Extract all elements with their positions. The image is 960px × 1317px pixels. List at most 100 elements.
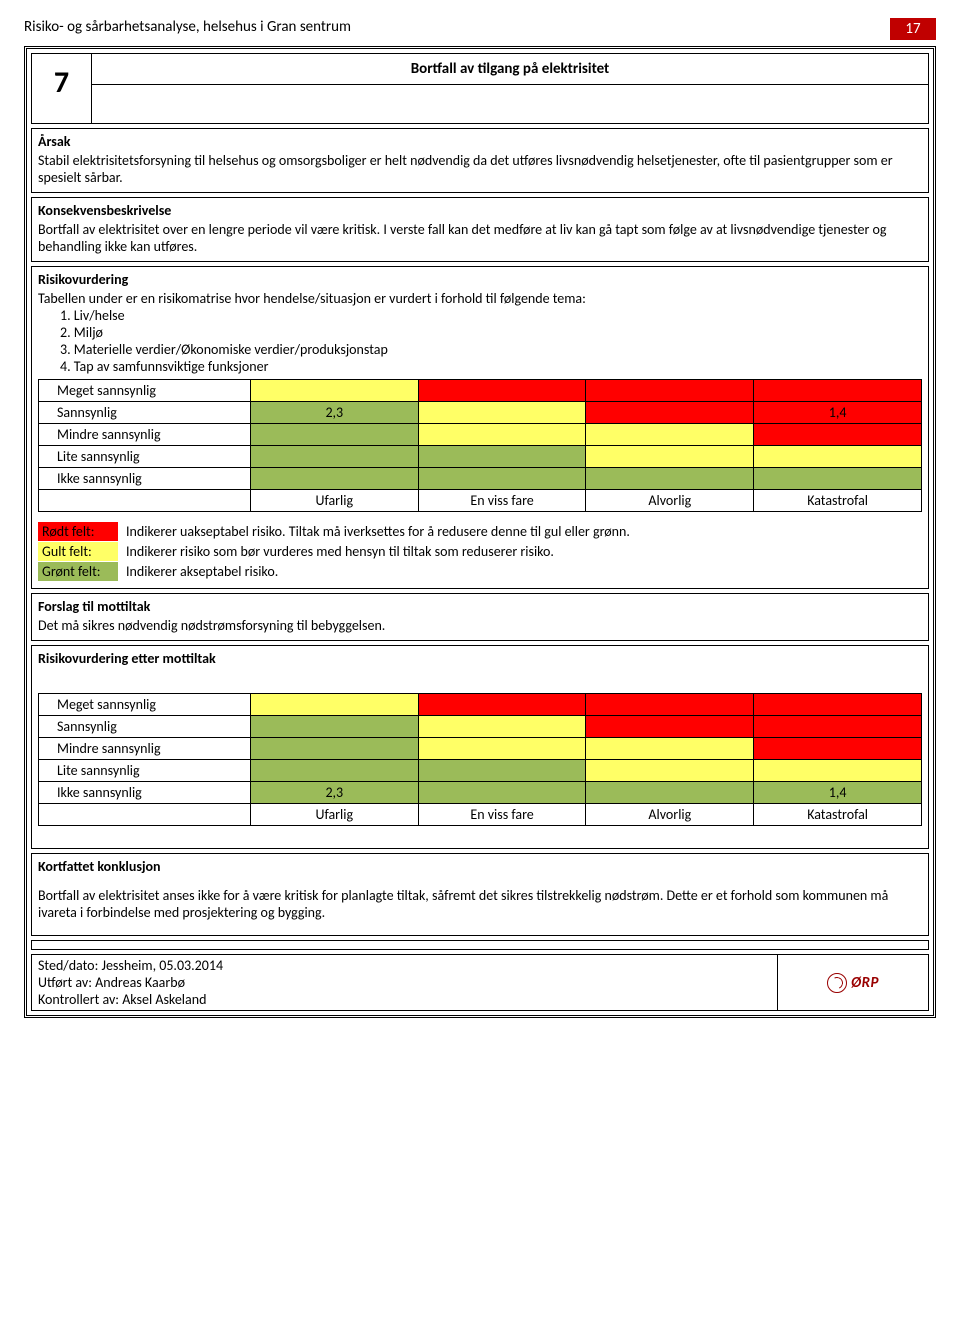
logo: ØRP (827, 973, 879, 993)
matrix-cell (586, 468, 754, 490)
matrix-cell (250, 738, 418, 760)
footer-utfort: Utført av: Andreas Kaarbø (38, 974, 771, 991)
konsekvens-heading: Konsekvensbeskrivelse (38, 202, 922, 219)
list-item: 4. Tap av samfunnsviktige funksjoner (60, 358, 922, 375)
matrix-row-label: Ikke sannsynlig (39, 782, 251, 804)
matrix-col-label: Alvorlig (586, 490, 754, 512)
logo-icon (827, 973, 847, 993)
forslag-heading: Forslag til mottiltak (38, 598, 922, 615)
matrix-cell: 2,3 (250, 402, 418, 424)
legend-swatch-yellow: Gult felt: (38, 542, 118, 561)
risiko-list: 1. Liv/helse 2. Miljø 3. Materielle verd… (38, 307, 922, 375)
risk-matrix-after: Meget sannsynligSannsynligMindre sannsyn… (38, 693, 922, 826)
footer-sted: Sted/dato: Jessheim, 05.03.2014 (38, 957, 771, 974)
section-title: Bortfall av tilgang på elektrisitet (92, 54, 928, 85)
matrix-cell (586, 738, 754, 760)
matrix-cell (586, 424, 754, 446)
spacer-block (31, 940, 929, 950)
matrix-cell (586, 782, 754, 804)
matrix-row-label: Lite sannsynlig (39, 446, 251, 468)
matrix-col-label: Katastrofal (754, 490, 922, 512)
matrix-cell (586, 760, 754, 782)
matrix-cell (586, 716, 754, 738)
matrix-row-label: Sannsynlig (39, 716, 251, 738)
page: Risiko- og sårbarhetsanalyse, helsehus i… (0, 0, 960, 1028)
matrix-col-label: Ufarlig (250, 804, 418, 826)
footer-meta: Sted/dato: Jessheim, 05.03.2014 Utført a… (32, 955, 778, 1010)
page-number-badge: 17 (890, 18, 936, 40)
footer-logo-cell: ØRP (778, 955, 928, 1010)
content-frame: 7 Bortfall av tilgang på elektrisitet År… (24, 46, 936, 1018)
list-item: 3. Materielle verdier/Økonomiske verdier… (60, 341, 922, 358)
matrix-cell (250, 380, 418, 402)
matrix-cell (754, 738, 922, 760)
arsak-block: Årsak Stabil elektrisitetsforsyning til … (31, 128, 929, 193)
matrix-row-label: Lite sannsynlig (39, 760, 251, 782)
legend-row-red: Rødt felt: Indikerer uakseptabel risiko.… (38, 522, 922, 541)
arsak-heading: Årsak (38, 133, 922, 150)
etter-block: Risikovurdering etter mottiltak Meget sa… (31, 645, 929, 849)
matrix-cell: 2,3 (250, 782, 418, 804)
matrix-cell (418, 402, 586, 424)
arsak-text: Stabil elektrisitetsforsyning til helseh… (38, 152, 922, 186)
matrix-cell (418, 424, 586, 446)
section-header: 7 Bortfall av tilgang på elektrisitet (31, 53, 929, 124)
doc-title: Risiko- og sårbarhetsanalyse, helsehus i… (24, 18, 890, 36)
matrix-cell (250, 760, 418, 782)
list-item: 2. Miljø (60, 324, 922, 341)
konklusjon-heading: Kortfattet konklusjon (38, 858, 922, 875)
section-title-wrap: Bortfall av tilgang på elektrisitet (92, 54, 928, 123)
matrix-cell (754, 760, 922, 782)
list-item: 1. Liv/helse (60, 307, 922, 324)
matrix-cell (754, 446, 922, 468)
matrix-cell (586, 402, 754, 424)
legend-swatch-red: Rødt felt: (38, 522, 118, 541)
matrix-cell (250, 446, 418, 468)
matrix-col-label: Katastrofal (754, 804, 922, 826)
matrix-cell (754, 468, 922, 490)
matrix-cell (250, 424, 418, 446)
matrix-row-label: Ikke sannsynlig (39, 468, 251, 490)
risiko-heading: Risikovurdering (38, 271, 922, 288)
matrix-row-label: Sannsynlig (39, 402, 251, 424)
matrix-cell (418, 446, 586, 468)
footer: Sted/dato: Jessheim, 05.03.2014 Utført a… (31, 954, 929, 1011)
matrix-row-label: Meget sannsynlig (39, 694, 251, 716)
matrix-cell (418, 782, 586, 804)
matrix-cell (418, 468, 586, 490)
matrix-corner (39, 804, 251, 826)
matrix-cell (418, 738, 586, 760)
matrix-cell: 1,4 (754, 402, 922, 424)
risiko-intro: Tabellen under er en risikomatrise hvor … (38, 290, 922, 307)
konsekvens-block: Konsekvensbeskrivelse Bortfall av elektr… (31, 197, 929, 262)
matrix-col-label: Ufarlig (250, 490, 418, 512)
legend-text-red: Indikerer uakseptabel risiko. Tiltak må … (126, 523, 922, 540)
section-number: 7 (32, 54, 92, 123)
matrix-cell (586, 380, 754, 402)
konklusjon-text: Bortfall av elektrisitet anses ikke for … (38, 887, 922, 921)
footer-kontrollert: Kontrollert av: Aksel Askeland (38, 991, 771, 1008)
matrix-cell (250, 716, 418, 738)
matrix-cell (418, 694, 586, 716)
matrix-cell (418, 380, 586, 402)
matrix-col-label: En viss fare (418, 490, 586, 512)
legend-swatch-green: Grønt felt: (38, 562, 118, 581)
legend: Rødt felt: Indikerer uakseptabel risiko.… (38, 522, 922, 581)
matrix-col-label: Alvorlig (586, 804, 754, 826)
matrix-cell (586, 446, 754, 468)
page-header: Risiko- og sårbarhetsanalyse, helsehus i… (24, 18, 936, 40)
matrix-cell (250, 694, 418, 716)
etter-heading: Risikovurdering etter mottiltak (38, 650, 922, 667)
matrix-corner (39, 490, 251, 512)
risk-matrix-before: Meget sannsynligSannsynlig2,31,4Mindre s… (38, 379, 922, 512)
konklusjon-block: Kortfattet konklusjon Bortfall av elektr… (31, 853, 929, 936)
matrix-cell (418, 760, 586, 782)
matrix-cell (754, 424, 922, 446)
matrix-cell (418, 716, 586, 738)
forslag-block: Forslag til mottiltak Det må sikres nødv… (31, 593, 929, 641)
matrix-cell: 1,4 (754, 782, 922, 804)
matrix-cell (754, 694, 922, 716)
legend-text-green: Indikerer akseptabel risiko. (126, 563, 922, 580)
logo-text: ØRP (851, 974, 879, 992)
matrix-cell (250, 468, 418, 490)
